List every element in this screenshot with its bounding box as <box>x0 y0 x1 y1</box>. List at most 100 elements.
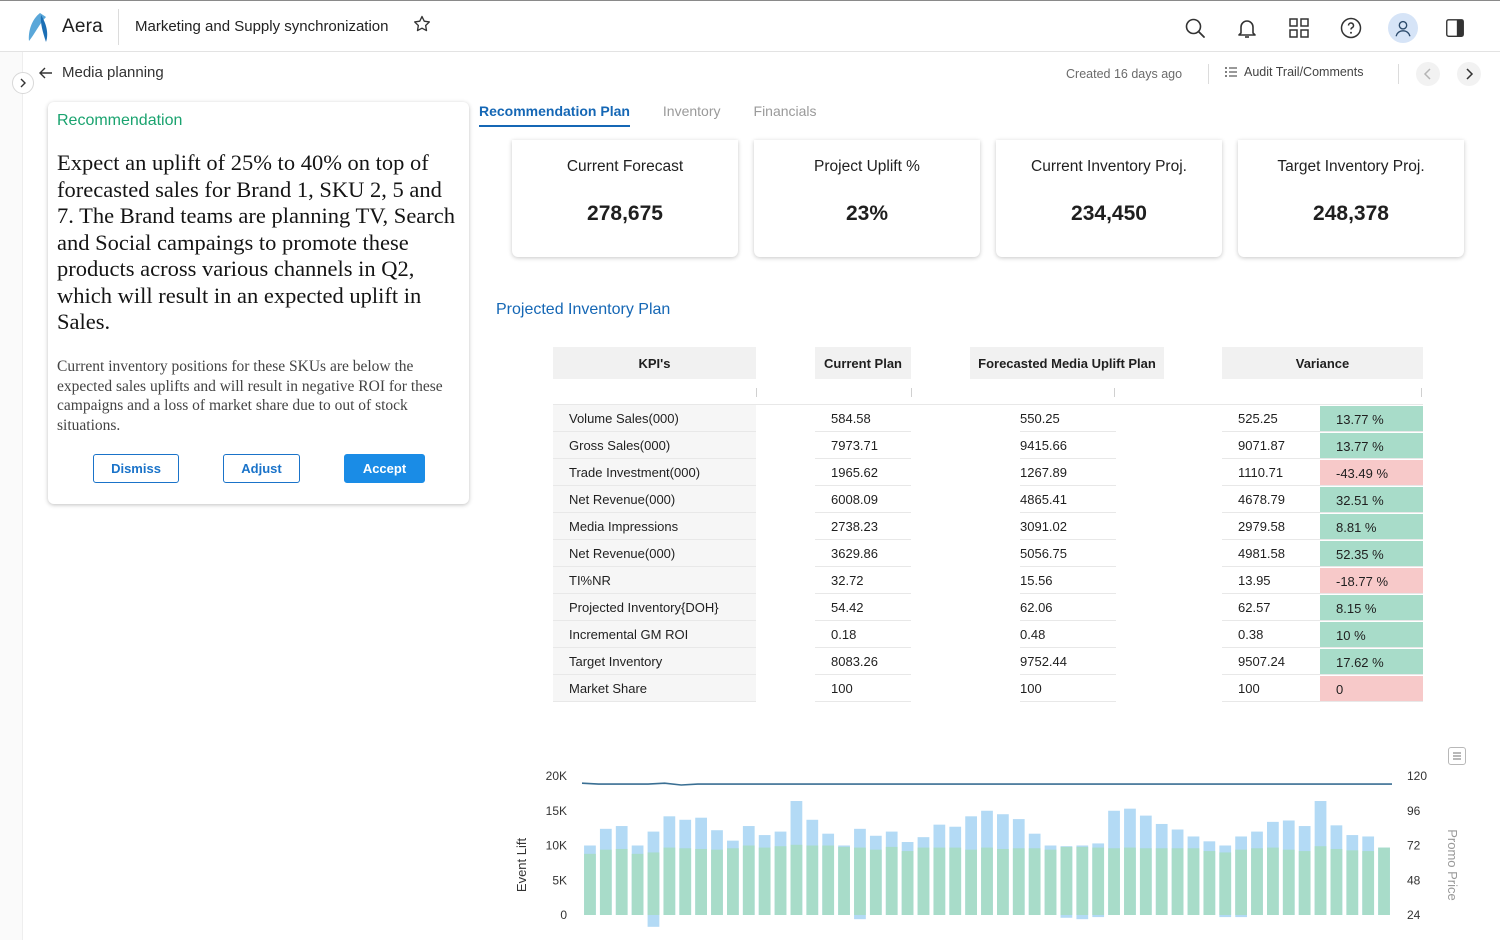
event-lift-bar-base <box>1267 847 1279 915</box>
table-cell-variance: 1110.71 <box>1238 465 1284 480</box>
table-cell-kpi: Market Share <box>553 675 756 702</box>
table-cell-forecast: 62.06 <box>1020 600 1053 615</box>
adjust-button[interactable]: Adjust <box>223 454 300 483</box>
variance-percent-badge: 8.81 % <box>1320 514 1423 540</box>
event-lift-bar-base <box>997 848 1009 915</box>
back-arrow-icon[interactable] <box>38 65 54 81</box>
section-title: Projected Inventory Plan <box>496 301 671 318</box>
event-lift-bar-base <box>727 848 739 915</box>
table-cell-current: 1965.62 <box>831 465 878 480</box>
tab-recommendation-plan[interactable]: Recommendation Plan <box>479 103 630 127</box>
variance-percent-badge: -18.77 % <box>1320 568 1423 594</box>
row-divider <box>553 566 756 567</box>
row-divider <box>815 485 911 486</box>
table-cell-current: 6008.09 <box>831 492 878 507</box>
table-cell-forecast: 1267.89 <box>1020 465 1067 480</box>
row-divider <box>553 647 756 648</box>
panel-toggle-icon[interactable] <box>1440 13 1470 43</box>
variance-percent-badge: 32.51 % <box>1320 487 1423 513</box>
column-resize-handle[interactable] <box>1114 388 1115 397</box>
kpi-value: 278,675 <box>587 202 663 225</box>
row-divider <box>815 701 911 702</box>
table-cell-variance: 9071.87 <box>1238 438 1285 453</box>
table-cell-variance: 9507.24 <box>1238 654 1285 669</box>
table-cell-variance: 2979.58 <box>1238 519 1285 534</box>
y-axis-tick-label: 0 <box>560 908 567 922</box>
column-header-current-plan[interactable]: Current Plan <box>815 347 911 379</box>
event-lift-bar-base <box>1187 848 1200 915</box>
table-cell-kpi: Trade Investment(000) <box>553 459 756 486</box>
variance-percent-badge: 8.15 % <box>1320 595 1423 621</box>
accept-button[interactable]: Accept <box>344 454 425 483</box>
column-header-kpis[interactable]: KPI's <box>553 347 756 379</box>
event-lift-bar-base <box>838 846 850 915</box>
event-lift-bar-base <box>758 847 771 915</box>
audit-trail-link[interactable]: Audit Trail/Comments <box>1224 65 1363 79</box>
row-divider <box>1222 701 1423 702</box>
kpi-label: Project Uplift % <box>814 158 920 175</box>
table-cell-variance: 13.95 <box>1238 573 1271 588</box>
event-lift-bar-base <box>599 849 612 915</box>
row-divider <box>1020 512 1116 513</box>
row-divider <box>1020 620 1116 621</box>
event-lift-bar-negative <box>854 915 866 920</box>
row-divider <box>1222 620 1423 621</box>
variance-percent-badge: 17.62 % <box>1320 649 1423 675</box>
previous-chevron-icon[interactable] <box>1416 62 1440 86</box>
user-avatar-icon[interactable] <box>1388 13 1418 43</box>
table-cell-forecast: 4865.41 <box>1020 492 1067 507</box>
row-divider <box>553 458 756 459</box>
search-icon[interactable] <box>1180 13 1210 43</box>
column-resize-handle[interactable] <box>1421 388 1422 397</box>
event-lift-bar-base <box>949 847 962 915</box>
event-lift-bar-base <box>1012 848 1025 915</box>
help-icon[interactable] <box>1336 13 1366 43</box>
kpi-label: Current Forecast <box>566 158 684 175</box>
row-divider <box>815 566 911 567</box>
kpi-card-current-inventory: Current Inventory Proj. 234,450 <box>996 140 1222 257</box>
event-lift-bar-base <box>1155 848 1168 915</box>
aera-logo[interactable]: Aera <box>24 11 103 43</box>
bell-icon[interactable] <box>1232 13 1262 43</box>
column-header-forecast-plan[interactable]: Forecasted Media Uplift Plan <box>970 347 1164 379</box>
meta-divider <box>1208 64 1209 84</box>
variance-percent-badge: 0 <box>1320 676 1423 702</box>
row-divider <box>1222 512 1423 513</box>
y2-axis-tick-label: 96 <box>1407 804 1421 818</box>
event-lift-bar-base <box>1346 850 1359 915</box>
next-chevron-icon[interactable] <box>1457 62 1481 86</box>
chart-menu-icon[interactable] <box>1448 747 1466 765</box>
y-axis-tick-label: 5K <box>552 873 567 887</box>
row-divider <box>1222 431 1423 432</box>
dismiss-button[interactable]: Dismiss <box>93 454 179 483</box>
breadcrumb-label[interactable]: Media planning <box>62 64 164 81</box>
favorite-star-icon[interactable] <box>412 14 432 39</box>
column-resize-handle[interactable] <box>911 388 912 397</box>
event-lift-bar-base <box>854 847 866 915</box>
table-cell-kpi: Media Impressions <box>553 513 756 540</box>
row-divider <box>815 647 911 648</box>
row-divider <box>815 593 911 594</box>
kpi-label: Target Inventory Proj. <box>1277 158 1425 175</box>
event-lift-bar-base <box>901 851 914 915</box>
column-header-variance[interactable]: Variance <box>1222 347 1423 379</box>
column-resize-handle[interactable] <box>756 388 757 397</box>
event-lift-bar-base <box>1330 848 1343 915</box>
y2-axis-tick-label: 48 <box>1407 873 1421 887</box>
row-divider <box>815 539 911 540</box>
event-lift-bar-base <box>584 853 596 915</box>
event-lift-bar-base <box>917 847 930 915</box>
expand-sidebar-chevron-icon[interactable] <box>12 72 34 94</box>
tab-inventory[interactable]: Inventory <box>662 103 721 119</box>
table-cell-forecast: 550.25 <box>1020 411 1060 426</box>
tab-financials[interactable]: Financials <box>753 103 817 119</box>
list-icon <box>1225 67 1237 77</box>
aera-logo-icon <box>28 13 48 42</box>
apps-grid-icon[interactable] <box>1284 13 1314 43</box>
row-divider <box>1020 458 1116 459</box>
event-lift-bar-negative <box>1060 915 1073 918</box>
event-lift-bar-base <box>1251 848 1263 915</box>
row-divider <box>1020 674 1116 675</box>
kpi-label: Current Inventory Proj. <box>1031 158 1187 175</box>
tab-bar: Recommendation Plan Inventory Financials <box>479 103 817 127</box>
